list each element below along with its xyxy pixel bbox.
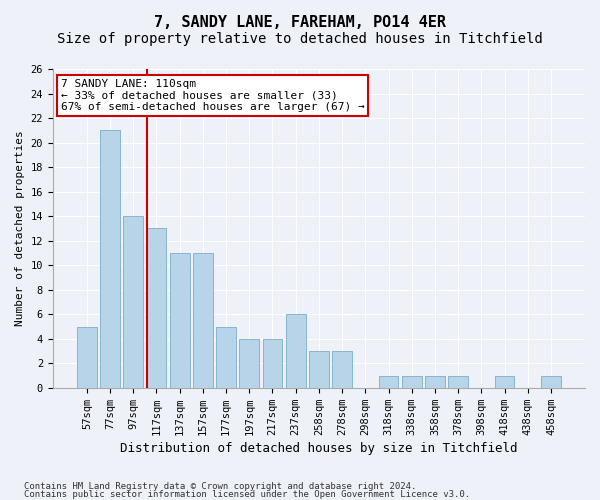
Bar [193, 253, 213, 388]
Text: 7, SANDY LANE, FAREHAM, PO14 4ER: 7, SANDY LANE, FAREHAM, PO14 4ER [154, 15, 446, 30]
Y-axis label: Number of detached properties: Number of detached properties [15, 130, 25, 326]
Bar [146, 228, 166, 388]
Bar [379, 376, 398, 388]
Bar [309, 351, 329, 388]
Bar [286, 314, 305, 388]
Text: 7 SANDY LANE: 110sqm
← 33% of detached houses are smaller (33)
67% of semi-detac: 7 SANDY LANE: 110sqm ← 33% of detached h… [61, 78, 365, 112]
Bar [448, 376, 468, 388]
Text: Contains public sector information licensed under the Open Government Licence v3: Contains public sector information licen… [24, 490, 470, 499]
Bar [494, 376, 514, 388]
X-axis label: Distribution of detached houses by size in Titchfield: Distribution of detached houses by size … [120, 442, 518, 455]
Bar [239, 339, 259, 388]
Bar [402, 376, 422, 388]
Bar [124, 216, 143, 388]
Text: Contains HM Land Registry data © Crown copyright and database right 2024.: Contains HM Land Registry data © Crown c… [24, 482, 416, 491]
Bar [170, 253, 190, 388]
Bar [100, 130, 120, 388]
Bar [425, 376, 445, 388]
Bar [216, 326, 236, 388]
Bar [77, 326, 97, 388]
Bar [332, 351, 352, 388]
Bar [263, 339, 283, 388]
Bar [541, 376, 561, 388]
Text: Size of property relative to detached houses in Titchfield: Size of property relative to detached ho… [57, 32, 543, 46]
